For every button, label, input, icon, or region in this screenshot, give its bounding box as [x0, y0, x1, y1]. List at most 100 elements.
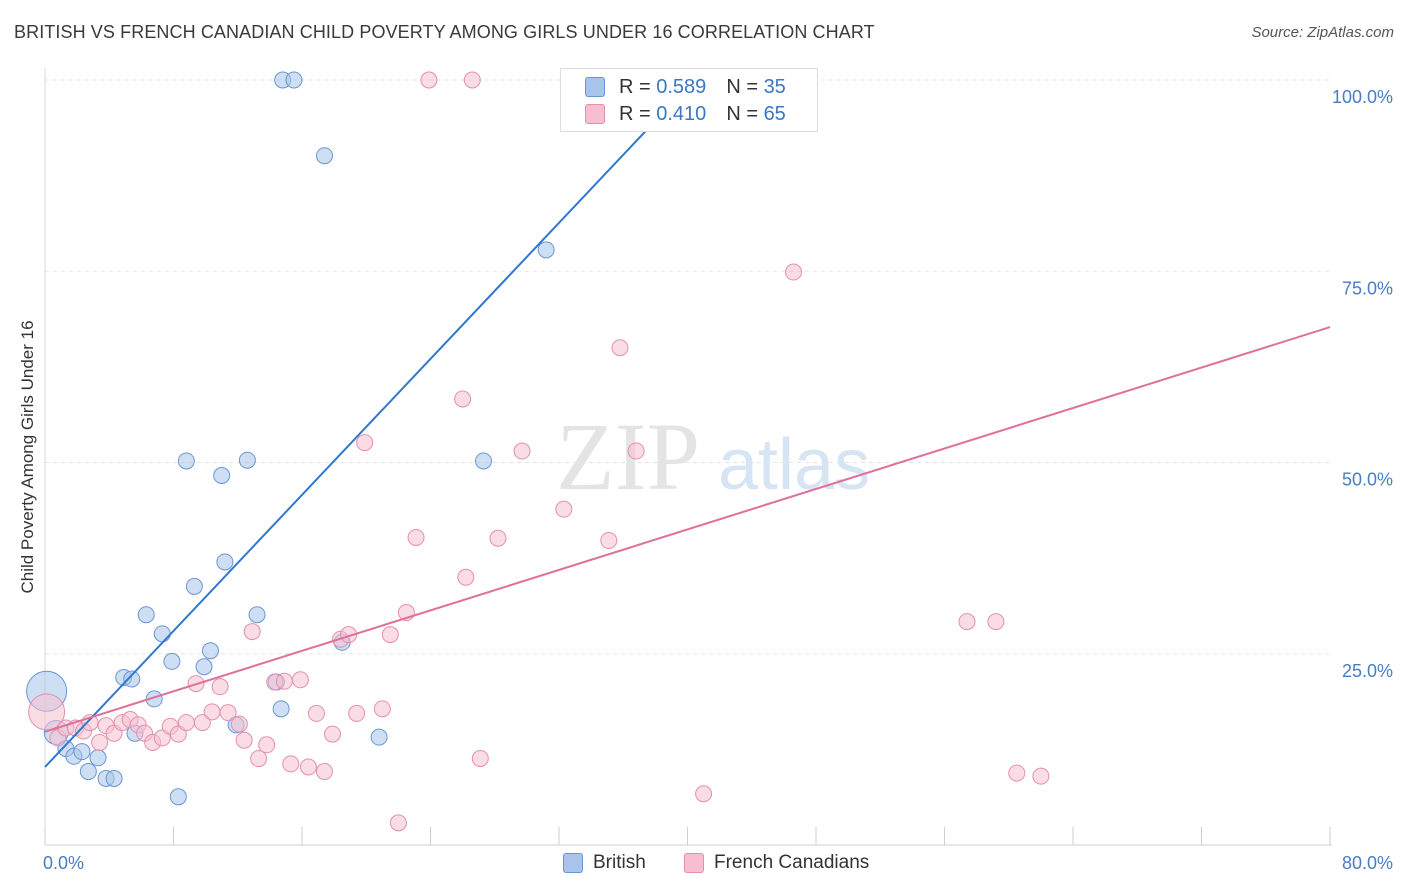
legend-r-value-british: 0.589	[656, 75, 707, 98]
trend-line-french-canadians	[44, 326, 1331, 733]
chart-title: BRITISH VS FRENCH CANADIAN CHILD POVERTY…	[14, 22, 875, 42]
y-axis-label: Child Poverty Among Girls Under 16	[18, 320, 37, 594]
point-british	[137, 606, 155, 624]
legend-item-british[interactable]: British	[563, 852, 646, 874]
legend-swatch-french-canadians	[684, 853, 704, 873]
point-british	[213, 467, 231, 485]
legend-item-french-canadians[interactable]: French Canadians	[684, 852, 869, 874]
point-french-canadians	[463, 71, 481, 89]
legend-label-french-canadians: French Canadians	[714, 852, 870, 873]
point-french-canadians	[627, 442, 645, 460]
y-tick-label: 25.0%	[1342, 661, 1393, 681]
point-french-canadians	[454, 390, 472, 408]
y-tick-label: 100.0%	[1332, 87, 1393, 107]
point-french-canadians	[219, 704, 237, 722]
point-french-canadians	[291, 671, 309, 689]
point-british	[153, 625, 171, 643]
point-french-canadians	[555, 500, 573, 518]
point-british	[105, 769, 123, 787]
point-french-canadians	[235, 731, 253, 749]
legend-n-label: N =	[726, 75, 758, 98]
point-french-canadians	[203, 703, 221, 721]
point-british	[216, 553, 234, 571]
point-french-canadians	[91, 733, 109, 751]
legend-n-value-french-canadians: 65	[763, 102, 786, 125]
point-british	[248, 606, 266, 624]
trend-line-british	[44, 79, 695, 768]
legend-r-label: R =	[619, 102, 651, 125]
watermark: ZIP atlas	[556, 403, 870, 510]
point-french-canadians	[457, 568, 475, 586]
legend-swatch-british	[585, 77, 605, 97]
watermark-atlas: atlas	[718, 425, 870, 505]
point-french-canadians	[356, 434, 374, 452]
point-french-canadians	[282, 755, 300, 773]
point-british	[537, 241, 555, 259]
point-french-canadians	[987, 613, 1005, 631]
point-british	[177, 452, 195, 470]
legend-n-label: N =	[726, 102, 758, 125]
point-french-canadians	[348, 704, 366, 722]
tick-labels: 25.0% 50.0% 75.0% 100.0% 0.0% 80.0%	[43, 87, 1393, 873]
legend-label-british: British	[593, 852, 646, 873]
point-french-canadians	[513, 442, 531, 460]
point-british	[238, 451, 256, 469]
point-french-canadians	[315, 763, 333, 781]
point-french-canadians	[471, 750, 489, 768]
legend-swatch-french-canadians	[585, 104, 605, 124]
point-french-canadians	[193, 714, 211, 732]
point-british	[89, 749, 107, 767]
point-british	[73, 743, 91, 761]
y-tick-label: 75.0%	[1342, 278, 1393, 298]
legend-n-value-british: 35	[763, 75, 786, 98]
point-french-canadians	[958, 613, 976, 631]
grid-lines	[45, 79, 1330, 655]
point-french-canadians	[407, 528, 425, 546]
legend-row-french-canadians: R = 0.410 N = 65	[585, 101, 786, 127]
point-british	[195, 658, 213, 676]
point-french-canadians	[307, 704, 325, 722]
point-french-canadians	[177, 714, 195, 732]
watermark-zip: ZIP	[556, 403, 700, 510]
point-french-canadians	[1032, 767, 1050, 785]
point-french-canadians	[299, 758, 317, 776]
data-points	[26, 71, 1050, 832]
trend-lines	[44, 79, 1331, 768]
point-british	[79, 763, 97, 781]
point-french-canadians	[1008, 764, 1026, 782]
point-french-canadians	[373, 700, 391, 718]
point-british	[169, 788, 187, 806]
point-british	[315, 147, 333, 165]
point-british	[475, 452, 493, 470]
point-british	[201, 642, 219, 660]
point-british	[272, 700, 290, 718]
point-french-canadians	[324, 725, 342, 743]
point-british	[163, 652, 181, 670]
legend-swatch-british	[563, 853, 583, 873]
point-french-canadians	[230, 715, 248, 733]
point-french-canadians	[28, 693, 66, 731]
x-tick-label: 80.0%	[1342, 853, 1393, 873]
point-french-canadians	[611, 339, 629, 357]
legend-r-label: R =	[619, 75, 651, 98]
chart-source: Source: ZipAtlas.com	[1251, 24, 1394, 41]
point-french-canadians	[381, 626, 399, 644]
point-french-canadians	[211, 678, 229, 696]
point-french-canadians	[258, 736, 276, 754]
point-french-canadians	[600, 532, 618, 550]
point-french-canadians	[243, 623, 261, 641]
x-tick-label: 0.0%	[43, 853, 84, 873]
stats-legend: R = 0.589 N = 35 R = 0.410 N = 65	[560, 68, 818, 132]
point-french-canadians	[785, 263, 803, 281]
point-french-canadians	[695, 785, 713, 803]
point-british	[185, 577, 203, 595]
point-british	[285, 71, 303, 89]
point-british	[370, 728, 388, 746]
series-legend: British French Canadians	[0, 852, 1406, 876]
point-french-canadians	[275, 672, 293, 690]
point-french-canadians	[250, 750, 268, 768]
point-british	[123, 670, 141, 688]
point-french-canadians	[420, 71, 438, 89]
y-tick-label: 50.0%	[1342, 470, 1393, 490]
